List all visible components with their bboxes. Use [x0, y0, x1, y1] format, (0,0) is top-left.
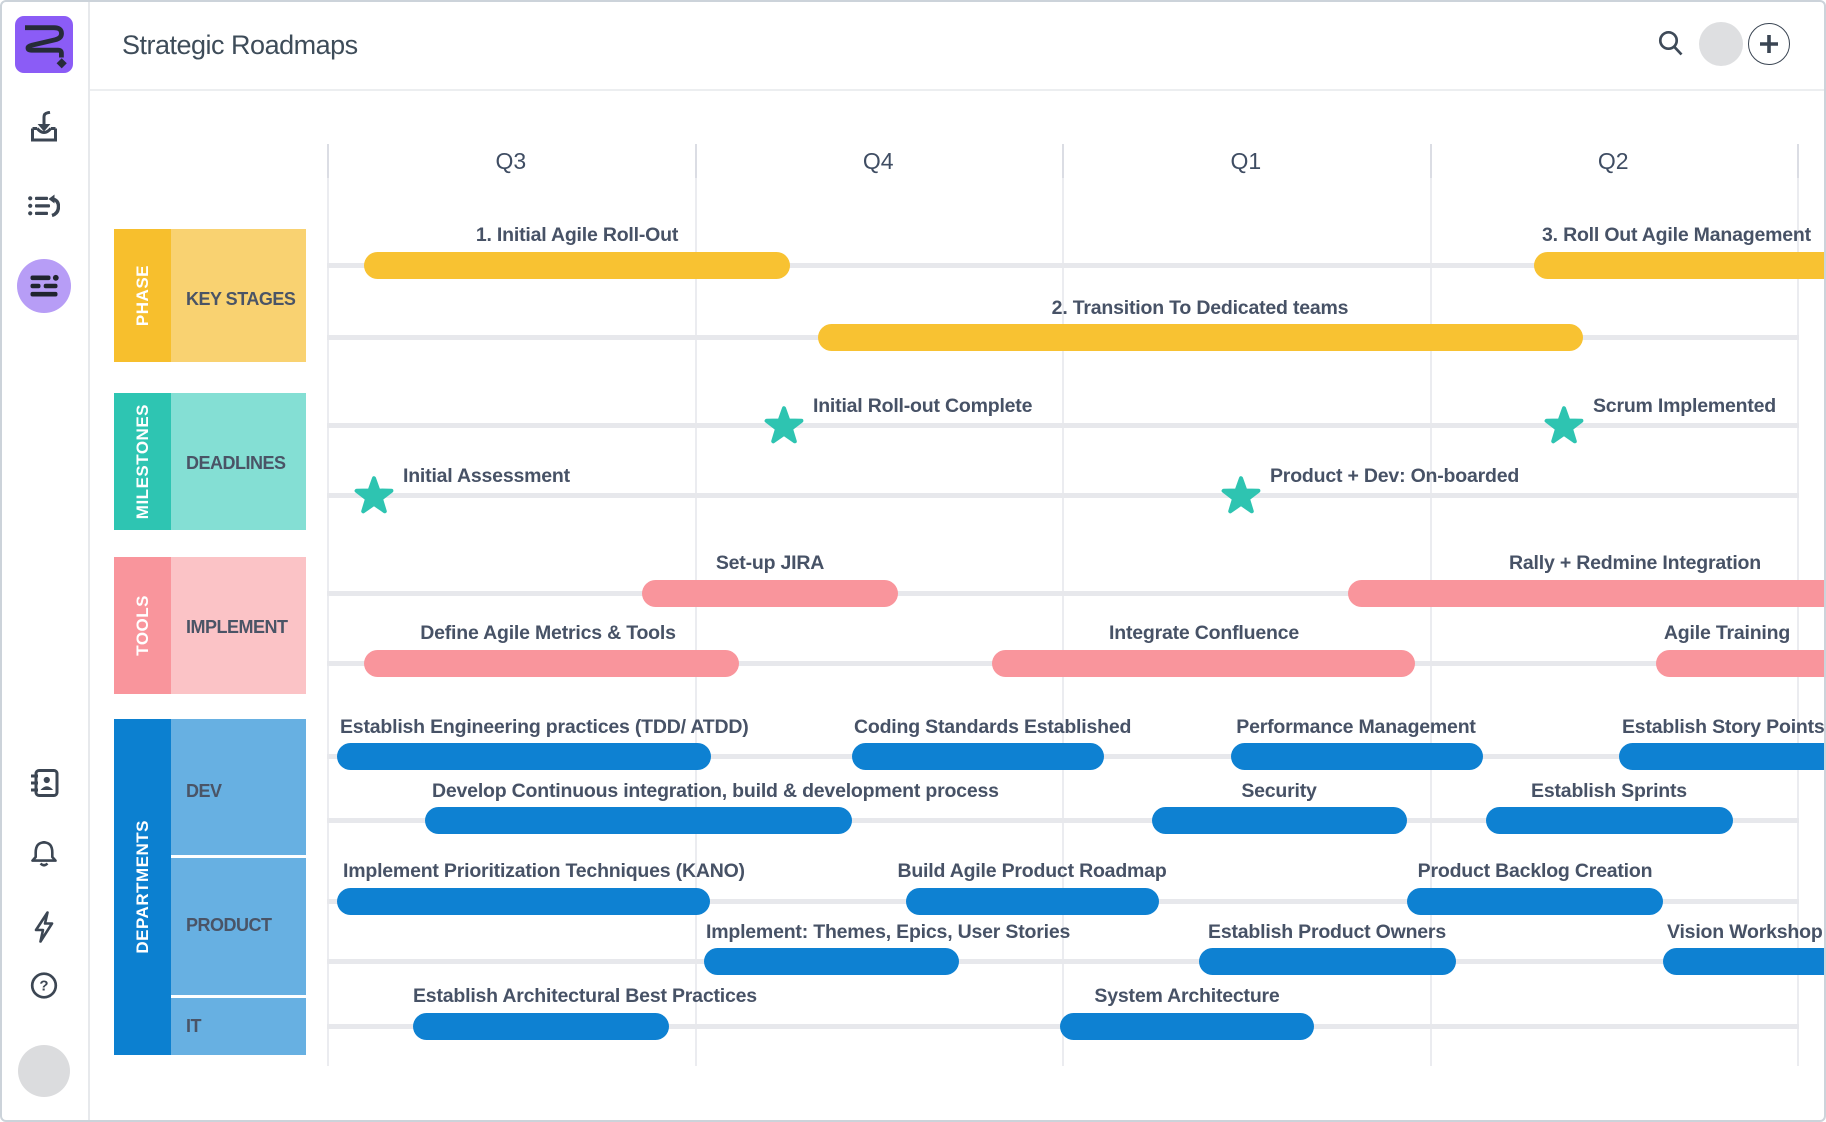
svg-text:?: ? — [39, 978, 48, 995]
